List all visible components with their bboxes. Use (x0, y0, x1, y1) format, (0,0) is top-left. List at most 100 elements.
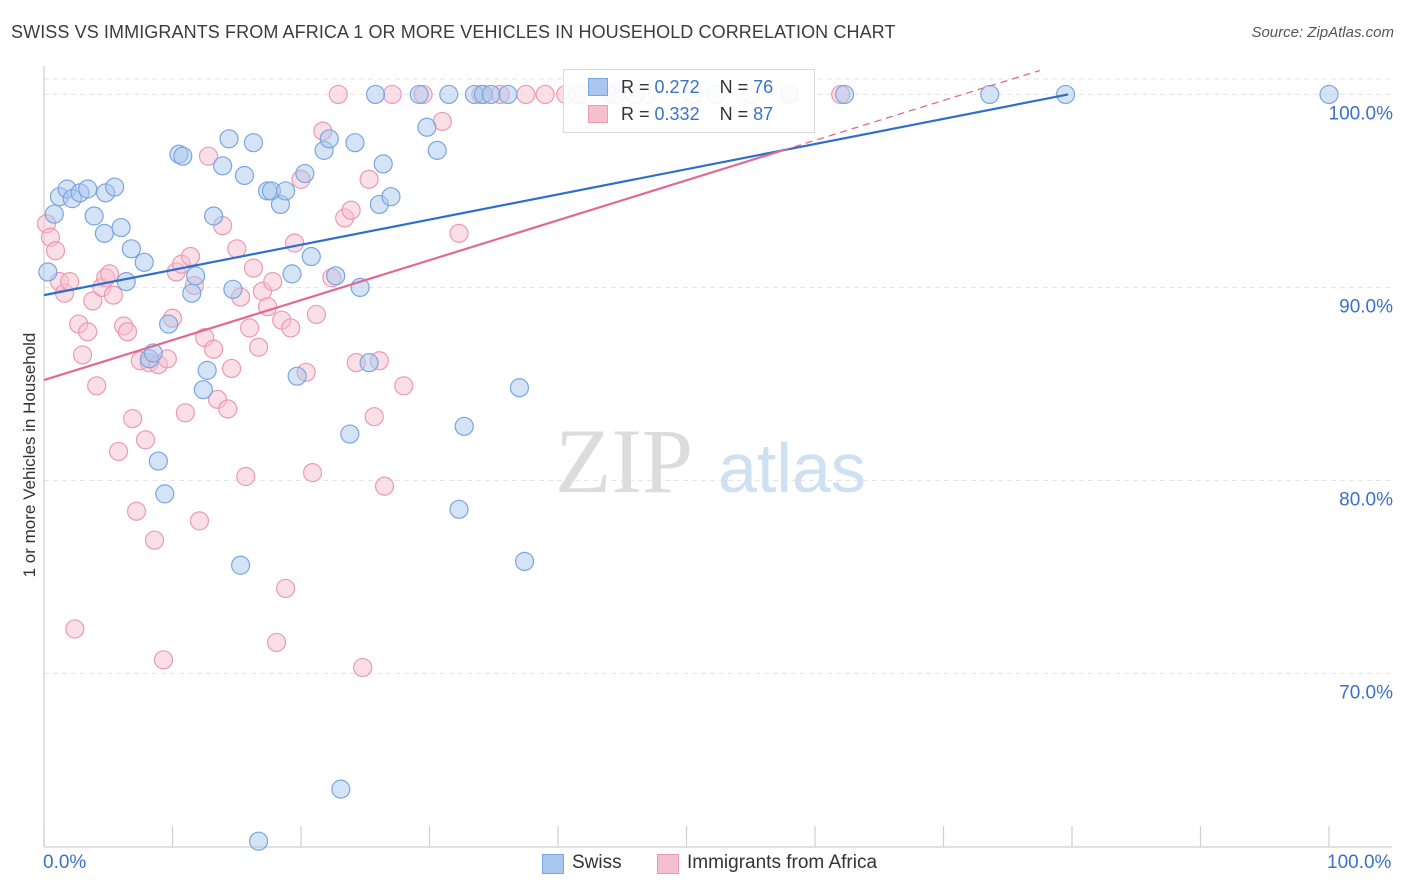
swiss-point (105, 177, 125, 197)
swiss-point (275, 181, 296, 201)
y-axis-label: 1 or more Vehicles in Household (20, 332, 39, 578)
x-tick-label-max: 100.0% (1327, 852, 1392, 873)
africa-point (263, 272, 283, 292)
legend-swatch-africa (588, 105, 608, 123)
africa-point (275, 578, 296, 599)
swiss-point (345, 133, 365, 153)
africa-point (449, 223, 469, 243)
legend-text-swiss: R = 0.272 N = 76 (621, 77, 773, 98)
n-label: N = (719, 103, 749, 124)
r-label: R = (621, 76, 650, 97)
swiss-point (481, 84, 501, 105)
africa-point (341, 200, 361, 220)
swiss-point (223, 279, 243, 299)
africa-point (198, 146, 219, 166)
swiss-point (381, 187, 401, 207)
africa-trend-line (43, 149, 784, 382)
africa-point (175, 403, 195, 423)
africa-point (126, 501, 147, 521)
swiss-point (111, 217, 131, 238)
y-tick-labels: 70.0% 80.0% 90.0% 100.0% (1329, 103, 1394, 703)
chart-title: SWISS VS IMMIGRANTS FROM AFRICA 1 OR MOR… (11, 22, 896, 42)
swiss-point (159, 314, 179, 334)
swiss-point (148, 451, 168, 471)
swiss-point (319, 129, 339, 149)
africa-point (180, 246, 201, 267)
x-tick-label-min: 0.0% (43, 852, 87, 873)
swiss-point (248, 831, 269, 851)
swiss-point (359, 353, 379, 373)
africa-point (218, 399, 238, 419)
bottom-legend-label-africa: Immigrants from Africa (687, 852, 878, 873)
africa-point (83, 291, 103, 311)
africa-point (236, 466, 256, 487)
swiss-point (365, 84, 386, 105)
swiss-r-value: 0.272 (654, 76, 700, 97)
africa-point (516, 84, 536, 105)
axes (43, 66, 1392, 848)
swiss-point (301, 246, 321, 267)
swiss-point (38, 262, 58, 282)
swiss-point (116, 272, 136, 292)
y-tick-label: 100.0% (1329, 103, 1394, 124)
swiss-point (417, 117, 437, 137)
africa-point (535, 84, 555, 105)
africa-point (328, 84, 348, 105)
swiss-point (1319, 84, 1339, 105)
source-label: Source: ZipAtlas.com (1251, 24, 1394, 41)
swiss-point (340, 424, 360, 444)
africa-point (45, 241, 66, 261)
swiss-point (78, 179, 98, 199)
africa-point (284, 233, 305, 253)
swiss-point (449, 499, 469, 519)
data-points (36, 84, 1339, 851)
africa-point (87, 376, 107, 396)
swiss-point (439, 84, 459, 105)
swiss-point (182, 283, 202, 303)
africa-point (135, 430, 156, 450)
watermark: ZIP atlas (555, 410, 866, 512)
africa-point (364, 407, 384, 427)
swiss-point (204, 206, 224, 226)
bottom-legend-label-swiss: Swiss (572, 852, 622, 873)
swiss-point (197, 360, 217, 380)
swiss-point (427, 140, 447, 160)
swiss-point (373, 154, 393, 174)
legend-row-swiss: R = 0.272 N = 76 (564, 74, 814, 100)
watermark-zip: ZIP (555, 410, 693, 512)
r-label: R = (621, 103, 650, 124)
swiss-point (219, 129, 239, 149)
swiss-point (213, 156, 233, 176)
swiss-point (287, 366, 307, 386)
africa-r-value: 0.332 (654, 103, 700, 124)
legend-swatch-swiss (588, 78, 608, 96)
swiss-point (234, 165, 255, 186)
swiss-point (243, 133, 264, 153)
africa-point (374, 476, 395, 496)
swiss-n-value: 76 (753, 76, 774, 97)
y-tick-label: 90.0% (1339, 296, 1393, 317)
swiss-point (44, 204, 64, 224)
africa-point (72, 345, 93, 365)
africa-point (78, 322, 98, 342)
y-tick-label: 80.0% (1339, 489, 1393, 510)
swiss-point (409, 84, 429, 105)
africa-point (382, 84, 402, 105)
africa-point (281, 318, 301, 338)
africa-point (248, 337, 269, 357)
swiss-point (295, 163, 315, 184)
africa-n-value: 87 (753, 103, 774, 124)
legend-row-africa: R = 0.332 N = 87 (564, 101, 814, 127)
y-tick-label: 70.0% (1339, 682, 1393, 703)
africa-point (153, 650, 174, 670)
africa-point (394, 376, 414, 396)
watermark-atlas: atlas (718, 429, 866, 507)
swiss-point (514, 551, 535, 572)
africa-point (189, 511, 210, 531)
bottom-legend-swatch-africa (657, 854, 679, 874)
swiss-point (94, 223, 114, 243)
africa-point (240, 318, 260, 338)
legend-text-africa: R = 0.332 N = 87 (621, 104, 773, 125)
africa-point (65, 619, 85, 639)
